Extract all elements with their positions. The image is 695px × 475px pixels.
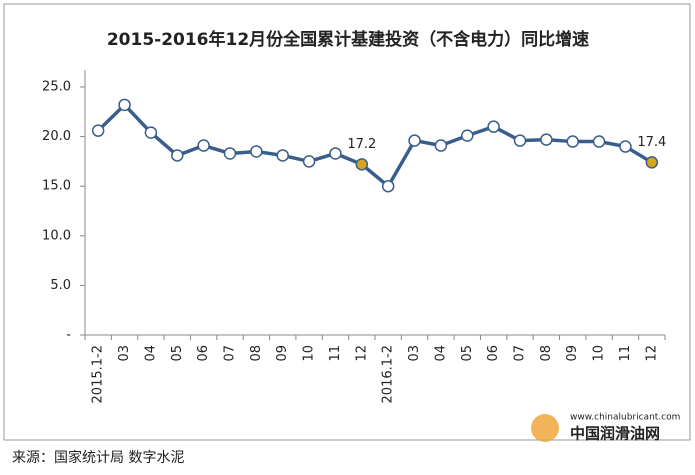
- point: [592, 135, 606, 148]
- point: [540, 133, 553, 146]
- x-tick-label: 09: [565, 345, 580, 362]
- point: [355, 158, 369, 171]
- y-tick-label: 5.0: [50, 278, 71, 293]
- x-tick-label: 08: [249, 345, 264, 362]
- x-tick-label: 05: [170, 345, 185, 362]
- x-tick-label: 10: [592, 345, 607, 362]
- point: [381, 179, 395, 193]
- y-tick-label: 25.0: [42, 80, 71, 95]
- point: [197, 139, 210, 152]
- point: [223, 147, 237, 160]
- x-tick-label: 11: [618, 345, 633, 362]
- point: [619, 140, 632, 153]
- x-tick-label: 05: [460, 345, 475, 362]
- point: [302, 155, 316, 168]
- chart-frame: [3, 3, 691, 441]
- x-tick-label: 2015.1-2: [91, 345, 106, 403]
- y-tick-label: -: [66, 328, 71, 343]
- point: [118, 98, 131, 112]
- x-tick-label: 07: [223, 345, 238, 362]
- y-tick-label: 10.0: [42, 228, 71, 243]
- point: [434, 139, 448, 152]
- point: [144, 126, 158, 139]
- x-tick-label: 04: [143, 345, 158, 362]
- x-tick-label: 03: [117, 345, 132, 362]
- point: [329, 147, 342, 160]
- point: [408, 134, 421, 147]
- x-tick-label: 07: [513, 345, 528, 362]
- point: [461, 129, 474, 142]
- x-tick-label: 06: [486, 345, 501, 362]
- value-label: 17.2: [347, 137, 376, 152]
- watermark-url: www.chinalubricant.com: [570, 413, 680, 423]
- y-tick-label: 20.0: [42, 129, 71, 144]
- x-tick-label: 12: [644, 345, 659, 362]
- chart-title: 2015-2016年12月份全国累计基建投资（不含电力）同比增速: [107, 29, 589, 50]
- x-tick-label: 2016.1-2: [381, 345, 396, 403]
- point: [91, 124, 105, 137]
- x-tick-label: 11: [328, 345, 343, 362]
- x-tick-label: 10: [302, 345, 317, 362]
- watermark-name: 中国润滑油网: [570, 425, 660, 443]
- x-tick-label: 04: [433, 345, 448, 362]
- x-tick-label: 08: [539, 345, 554, 362]
- watermark-logo: [531, 414, 559, 442]
- series-line: [96, 103, 653, 188]
- point: [250, 145, 263, 158]
- value-label: 17.4: [637, 135, 666, 150]
- source: 来源：国家统计局 数字水泥: [12, 449, 184, 466]
- point: [276, 149, 289, 162]
- point: [487, 120, 500, 133]
- x-tick-label: 09: [275, 345, 290, 362]
- x-tick-label: 03: [407, 345, 422, 362]
- x-tick-label: 12: [354, 345, 369, 362]
- y-tick-label: 15.0: [42, 179, 71, 194]
- point: [566, 135, 579, 148]
- point: [513, 134, 527, 147]
- point: [645, 156, 659, 169]
- x-tick-label: 06: [196, 345, 211, 362]
- point: [171, 149, 184, 162]
